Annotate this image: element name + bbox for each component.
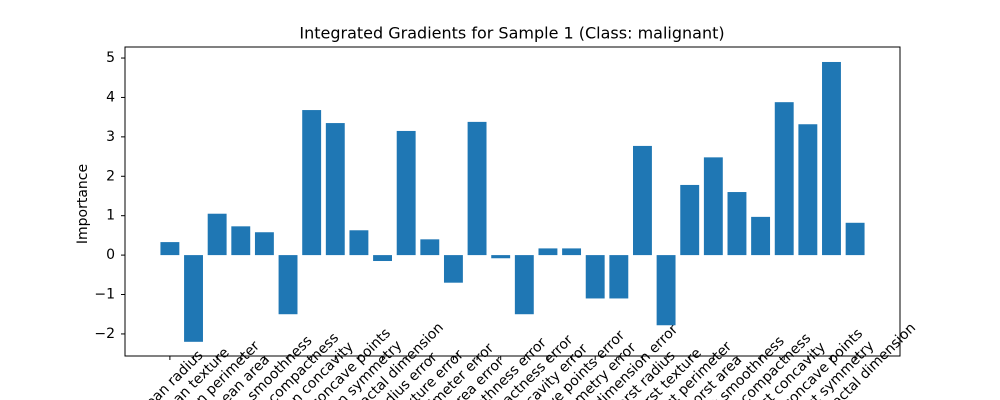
bar bbox=[207, 213, 227, 256]
bar bbox=[349, 230, 369, 256]
y-axis-label: Importance bbox=[75, 164, 91, 244]
y-tick-label: −2 bbox=[94, 326, 115, 342]
chart-title: Integrated Gradients for Sample 1 (Class… bbox=[299, 24, 724, 43]
bar bbox=[443, 255, 463, 283]
bar bbox=[514, 255, 534, 315]
bar bbox=[373, 255, 392, 262]
bar bbox=[822, 61, 841, 256]
y-tick-label: 3 bbox=[106, 129, 115, 145]
bar bbox=[396, 130, 416, 256]
bar bbox=[231, 226, 251, 256]
bar bbox=[562, 248, 582, 256]
y-tick-label: 1 bbox=[106, 208, 115, 224]
y-tick-label: 2 bbox=[106, 168, 115, 184]
bar bbox=[302, 110, 322, 256]
bar bbox=[184, 255, 203, 342]
bar bbox=[538, 248, 558, 256]
bar bbox=[751, 216, 771, 256]
bar bbox=[798, 124, 818, 256]
bar bbox=[633, 145, 652, 256]
bar bbox=[609, 255, 629, 299]
bar bbox=[420, 239, 440, 256]
bar bbox=[491, 255, 511, 259]
y-tick-label: −1 bbox=[94, 287, 115, 303]
bar bbox=[703, 157, 723, 256]
y-tick-label: 0 bbox=[106, 247, 115, 263]
plot-frame bbox=[124, 46, 901, 357]
bar bbox=[467, 121, 487, 256]
bar bbox=[727, 192, 747, 256]
bar bbox=[278, 255, 298, 315]
bar bbox=[325, 123, 345, 256]
y-tick-label: 5 bbox=[106, 50, 115, 66]
y-tick-label: 4 bbox=[106, 89, 115, 105]
bar bbox=[845, 222, 865, 256]
bar bbox=[774, 102, 794, 256]
bar bbox=[160, 242, 180, 256]
bar bbox=[680, 184, 700, 256]
bar bbox=[254, 232, 274, 256]
bar bbox=[656, 255, 676, 326]
bar bbox=[585, 255, 605, 299]
